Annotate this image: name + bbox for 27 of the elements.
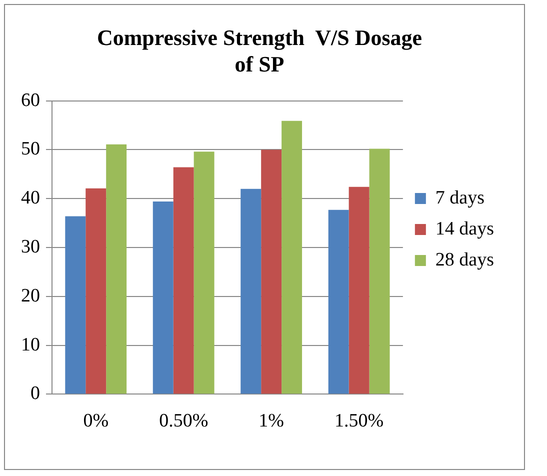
bar xyxy=(369,148,390,394)
bar xyxy=(328,210,349,394)
bar xyxy=(240,188,262,394)
x-tick-label: 0% xyxy=(83,410,109,432)
bar xyxy=(194,152,214,394)
y-tick-label: 0 xyxy=(30,383,40,404)
y-tick-label: 30 xyxy=(21,236,40,258)
legend-label: 28 days xyxy=(435,249,494,270)
chart-title: Compressive Strength V/S Dosage of SP xyxy=(96,24,422,76)
legend-label: 14 days xyxy=(435,218,494,240)
y-tick-label: 60 xyxy=(21,90,40,111)
bar xyxy=(261,150,282,394)
y-tick-label: 20 xyxy=(21,285,40,306)
bar xyxy=(65,216,86,394)
legend-label: 7 days xyxy=(435,187,484,208)
bar xyxy=(106,144,127,394)
bar xyxy=(282,120,302,394)
bar xyxy=(86,188,106,394)
bar xyxy=(173,167,194,394)
y-tick-label: 40 xyxy=(21,188,40,209)
x-tick-label: 1.50% xyxy=(334,410,384,432)
bar xyxy=(152,202,174,394)
y-tick-label: 50 xyxy=(21,138,40,160)
x-tick-label: 0.50% xyxy=(159,410,208,432)
bar xyxy=(348,186,370,394)
y-tick-label: 10 xyxy=(21,334,40,356)
x-tick-label: 1% xyxy=(258,410,284,432)
